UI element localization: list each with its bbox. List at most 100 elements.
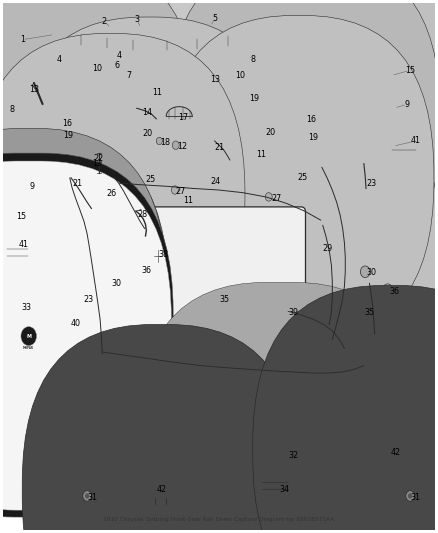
Text: 7: 7 bbox=[127, 71, 131, 80]
Circle shape bbox=[60, 130, 67, 138]
Circle shape bbox=[152, 249, 163, 262]
FancyBboxPatch shape bbox=[97, 0, 369, 236]
Text: 29: 29 bbox=[323, 244, 333, 253]
FancyBboxPatch shape bbox=[0, 128, 166, 450]
FancyBboxPatch shape bbox=[22, 325, 299, 533]
Text: 23: 23 bbox=[366, 179, 376, 188]
FancyBboxPatch shape bbox=[72, 0, 342, 239]
Text: 36: 36 bbox=[389, 287, 399, 296]
Circle shape bbox=[177, 192, 188, 206]
Text: 33: 33 bbox=[21, 303, 32, 312]
Text: 26: 26 bbox=[107, 189, 117, 198]
Text: 20: 20 bbox=[143, 129, 153, 138]
Text: 3: 3 bbox=[134, 15, 139, 24]
Text: 35: 35 bbox=[219, 295, 229, 304]
FancyBboxPatch shape bbox=[168, 0, 438, 284]
Text: 12: 12 bbox=[177, 142, 187, 151]
FancyBboxPatch shape bbox=[259, 434, 300, 464]
Text: 6: 6 bbox=[115, 61, 120, 69]
Text: 21: 21 bbox=[215, 143, 225, 152]
FancyBboxPatch shape bbox=[183, 21, 203, 36]
Circle shape bbox=[248, 144, 259, 158]
Text: 35: 35 bbox=[364, 309, 374, 318]
Circle shape bbox=[146, 83, 158, 96]
Text: 10: 10 bbox=[236, 71, 246, 80]
Text: 9: 9 bbox=[30, 182, 35, 191]
FancyBboxPatch shape bbox=[14, 17, 285, 343]
Text: 13: 13 bbox=[29, 85, 39, 94]
Circle shape bbox=[172, 141, 179, 149]
Text: 15: 15 bbox=[16, 212, 26, 221]
Text: 22: 22 bbox=[94, 154, 104, 163]
Text: 16: 16 bbox=[306, 115, 316, 124]
Polygon shape bbox=[4, 98, 28, 116]
Circle shape bbox=[244, 92, 251, 101]
Text: 42: 42 bbox=[390, 448, 400, 457]
Circle shape bbox=[85, 494, 89, 498]
Text: 19: 19 bbox=[308, 133, 318, 142]
Text: 31: 31 bbox=[88, 493, 98, 502]
Polygon shape bbox=[55, 31, 262, 50]
FancyBboxPatch shape bbox=[0, 0, 189, 222]
FancyBboxPatch shape bbox=[262, 0, 438, 320]
Text: 5: 5 bbox=[212, 14, 217, 23]
Circle shape bbox=[408, 494, 412, 498]
FancyBboxPatch shape bbox=[125, 310, 425, 533]
Polygon shape bbox=[36, 63, 64, 155]
Text: 25: 25 bbox=[145, 175, 156, 184]
Text: 25: 25 bbox=[297, 173, 307, 182]
Text: 41: 41 bbox=[411, 136, 421, 146]
Text: 15: 15 bbox=[405, 66, 415, 75]
Text: 4: 4 bbox=[57, 55, 61, 64]
FancyBboxPatch shape bbox=[0, 79, 158, 426]
FancyBboxPatch shape bbox=[164, 15, 434, 341]
Circle shape bbox=[265, 192, 272, 201]
Text: 40: 40 bbox=[71, 319, 81, 328]
Text: 30: 30 bbox=[366, 268, 376, 277]
Text: 28: 28 bbox=[137, 211, 147, 219]
Text: 18: 18 bbox=[160, 138, 170, 147]
Circle shape bbox=[86, 158, 93, 166]
Text: 31: 31 bbox=[411, 493, 421, 502]
Text: 38: 38 bbox=[159, 251, 169, 260]
FancyBboxPatch shape bbox=[136, 282, 424, 533]
FancyBboxPatch shape bbox=[0, 0, 226, 230]
Text: 17: 17 bbox=[178, 113, 189, 122]
FancyBboxPatch shape bbox=[0, 0, 246, 218]
Text: 11: 11 bbox=[256, 150, 266, 159]
Text: 34: 34 bbox=[280, 484, 290, 494]
Text: 42: 42 bbox=[157, 484, 167, 494]
Text: 11: 11 bbox=[152, 88, 162, 97]
Text: 27: 27 bbox=[176, 187, 186, 196]
Text: 14: 14 bbox=[143, 108, 153, 117]
Circle shape bbox=[171, 186, 178, 194]
Circle shape bbox=[259, 127, 265, 134]
Text: 21: 21 bbox=[72, 179, 82, 188]
Text: 8: 8 bbox=[250, 55, 255, 64]
Text: 36: 36 bbox=[141, 266, 152, 275]
Circle shape bbox=[382, 284, 393, 296]
Circle shape bbox=[360, 266, 370, 278]
Text: 19: 19 bbox=[64, 131, 74, 140]
Text: 2010 Chrysler Sebring Hook-Side Rail Down Capture Diagram for 68028571AA: 2010 Chrysler Sebring Hook-Side Rail Dow… bbox=[103, 518, 335, 522]
FancyBboxPatch shape bbox=[0, 153, 173, 517]
FancyBboxPatch shape bbox=[8, 296, 50, 374]
Polygon shape bbox=[316, 55, 358, 161]
FancyBboxPatch shape bbox=[0, 133, 168, 461]
Text: 19: 19 bbox=[92, 159, 102, 168]
FancyBboxPatch shape bbox=[253, 286, 438, 533]
Text: 8: 8 bbox=[10, 105, 15, 114]
Text: 2: 2 bbox=[102, 17, 107, 26]
Text: 20: 20 bbox=[265, 127, 275, 136]
FancyBboxPatch shape bbox=[139, 207, 305, 317]
Text: 1: 1 bbox=[20, 35, 25, 44]
Circle shape bbox=[139, 128, 145, 136]
Text: 41: 41 bbox=[18, 240, 28, 249]
Text: 4: 4 bbox=[117, 51, 122, 60]
FancyBboxPatch shape bbox=[247, 458, 303, 503]
Text: 9: 9 bbox=[405, 100, 410, 109]
Text: 30: 30 bbox=[111, 279, 121, 288]
Text: 16: 16 bbox=[62, 118, 72, 127]
Text: 32: 32 bbox=[288, 451, 298, 460]
Text: 27: 27 bbox=[271, 195, 281, 204]
